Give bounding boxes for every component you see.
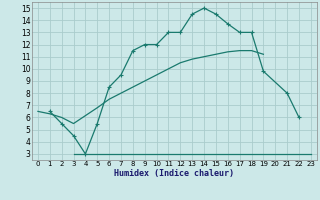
X-axis label: Humidex (Indice chaleur): Humidex (Indice chaleur) — [115, 169, 234, 178]
